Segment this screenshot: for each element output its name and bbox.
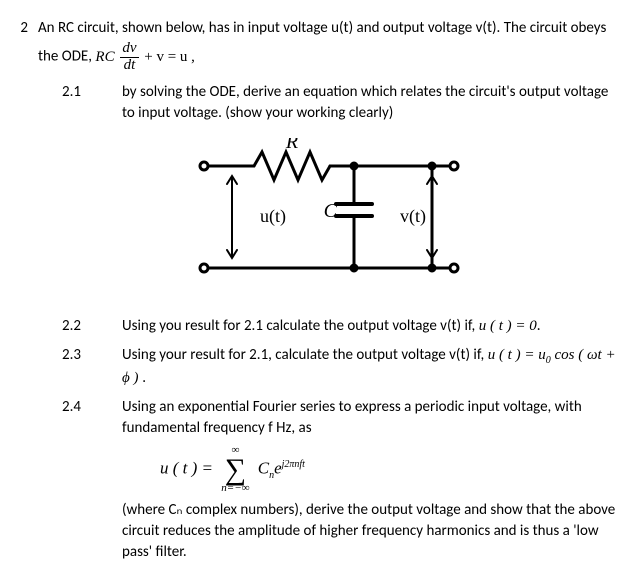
sigma-icon: ∑	[225, 456, 246, 483]
label-c: C	[324, 200, 338, 222]
label-u: u(t)	[260, 206, 286, 227]
part-2-3-number: 2.3	[38, 345, 122, 389]
part-2-2-eq: u ( t ) = 0	[479, 318, 537, 334]
part-2-3-text-b: .	[142, 369, 146, 387]
part-2-3-text: Using your result for 2.1, calculate the…	[122, 345, 620, 389]
question-intro: An RC circuit, shown below, has in input…	[38, 18, 620, 39]
part-2-2-text-b: .	[537, 317, 541, 335]
sum-lower: n=−∞	[221, 483, 249, 494]
ode-rc: RC	[95, 49, 114, 65]
part-2-4-equation: u ( t ) = ∞ ∑ n=−∞ Cnej2πnft	[160, 445, 620, 494]
part-2-4-tail: (where Cₙ complex numbers), derive the o…	[122, 500, 620, 563]
part-2-4-text: Using an exponential Fourier series to e…	[122, 397, 620, 439]
ode-frac-num: dv	[120, 41, 138, 58]
part-2-2-text: Using you result for 2.1 calculate the o…	[122, 316, 620, 337]
label-v: v(t)	[400, 206, 426, 227]
ode-line: the ODE, RC dv dt + v = u ,	[38, 41, 620, 74]
eq-cn: C	[258, 458, 269, 477]
eq-exp: j2πnft	[282, 458, 305, 469]
part-2-1-text: by solving the ODE, derive an equation w…	[122, 82, 620, 124]
question-number: 2	[4, 18, 38, 563]
part-2-3-text-a: Using your result for 2.1, calculate the…	[122, 346, 484, 364]
part-2-3-eq-lhs: u ( t ) = u	[488, 347, 546, 363]
part-2-2-text-a: Using you result for 2.1 calculate the o…	[122, 317, 475, 335]
label-r: R	[285, 138, 298, 153]
eq-e: e	[274, 458, 282, 477]
circuit-diagram: R C u(t) v(t)	[38, 138, 620, 288]
eq-lhs: u ( t ) =	[160, 458, 213, 477]
ode-tail: + v = u ,	[144, 49, 195, 65]
part-2-1-number: 2.1	[38, 82, 122, 124]
part-2-4-number: 2.4	[38, 397, 122, 563]
ode-frac-den: dt	[120, 58, 138, 74]
ode-prefix: the ODE,	[38, 48, 92, 66]
part-2-2-number: 2.2	[38, 316, 122, 337]
